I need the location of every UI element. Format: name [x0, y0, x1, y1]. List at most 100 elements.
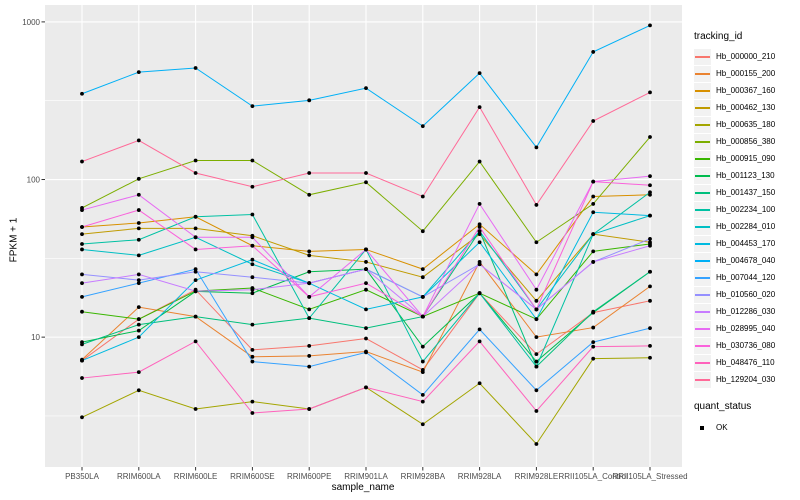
data-point	[307, 253, 312, 258]
data-point	[307, 316, 312, 321]
data-point	[250, 212, 255, 217]
data-point	[250, 275, 255, 280]
legend-status-label: OK	[716, 423, 728, 432]
legend-line-swatch	[695, 310, 710, 313]
data-point	[250, 291, 255, 296]
data-point	[193, 235, 198, 240]
legend-line-swatch	[695, 106, 710, 109]
legend-key	[694, 218, 711, 235]
y-axis-title: FPKM + 1	[8, 217, 20, 263]
data-point	[193, 171, 198, 175]
data-point	[193, 226, 198, 231]
data-point	[250, 411, 255, 415]
data-point	[534, 409, 539, 413]
data-point	[136, 335, 141, 340]
data-point	[477, 262, 482, 267]
black-square-point-icon	[700, 425, 704, 430]
legend-item-label: Hb_010560_020	[716, 290, 776, 299]
legend-item: Hb_028995_040	[694, 320, 775, 337]
legend-series-items: Hb_000000_210 Hb_000155_200 Hb_000367_160 H…	[694, 48, 775, 388]
data-point	[307, 354, 312, 358]
legend-title-quant-status: quant_status	[694, 401, 752, 412]
legend-item: Hb_010560_020	[694, 286, 775, 303]
data-point	[420, 370, 425, 375]
legend-item-label: Hb_000915_090	[716, 154, 776, 163]
legend-item: Hb_000155_200	[694, 65, 775, 82]
data-point	[648, 326, 652, 331]
data-point	[250, 322, 255, 327]
data-point	[648, 190, 652, 195]
data-point	[80, 242, 84, 246]
legend-line-swatch	[695, 225, 710, 228]
data-point	[307, 343, 312, 348]
legend-item-label: Hb_001123_130	[716, 171, 775, 180]
legend-item: Hb_000367_160	[694, 82, 775, 99]
legend-item: Hb_000000_210	[694, 48, 775, 65]
data-point	[193, 214, 198, 219]
y-tick-label: 100	[27, 176, 41, 185]
data-point	[80, 91, 84, 96]
data-point	[80, 232, 84, 237]
data-point	[477, 159, 482, 164]
data-point	[80, 358, 84, 363]
data-point	[136, 192, 141, 197]
data-point	[80, 225, 84, 229]
x-tick-label: RRIM600LE	[174, 472, 218, 481]
data-point	[193, 314, 198, 319]
data-point	[250, 399, 255, 404]
legend-item-label: Hb_007044_120	[716, 273, 776, 282]
data-point	[136, 208, 141, 212]
data-point	[648, 23, 652, 28]
data-point	[420, 267, 425, 272]
data-point	[534, 442, 539, 446]
legend-key	[694, 252, 711, 269]
data-point	[307, 269, 312, 274]
data-point	[591, 249, 596, 254]
data-point	[420, 229, 425, 234]
data-point	[420, 344, 425, 349]
legend-line-swatch	[695, 89, 710, 92]
data-point	[534, 335, 539, 340]
data-point	[534, 317, 539, 322]
data-point	[648, 90, 652, 95]
data-point	[80, 342, 84, 347]
data-point	[364, 247, 368, 252]
x-tick-label: RRIM600SE	[230, 472, 274, 481]
data-point	[648, 174, 652, 179]
legend-key	[694, 99, 711, 116]
legend-line-swatch	[695, 361, 710, 364]
legend-item-label: Hb_000155_200	[716, 69, 776, 78]
legend-item-label: Hb_002234_100	[716, 205, 776, 214]
data-point	[80, 415, 84, 420]
data-point	[250, 359, 255, 364]
data-point	[420, 359, 425, 364]
legend-item: Hb_030736_080	[694, 337, 775, 354]
data-point	[477, 225, 482, 229]
data-point	[307, 192, 312, 197]
legend-item-label: Hb_012286_030	[716, 307, 776, 316]
data-point	[648, 183, 652, 188]
data-point	[364, 350, 368, 355]
legend-item-label: Hb_000367_160	[716, 86, 776, 95]
legend-title-tracking-id: tracking_id	[694, 31, 743, 42]
y-tick-label: 10	[31, 333, 40, 342]
legend-key	[694, 82, 711, 99]
legend-key	[694, 337, 711, 354]
data-point	[193, 278, 198, 283]
legend-key	[694, 201, 711, 218]
data-point	[307, 98, 312, 103]
data-point	[193, 407, 198, 411]
data-point	[80, 376, 84, 380]
data-point	[591, 325, 596, 330]
data-point	[136, 138, 141, 143]
data-point	[364, 307, 368, 312]
data-point	[307, 171, 312, 175]
data-point	[193, 269, 198, 274]
data-point	[534, 352, 539, 357]
legend-key	[694, 303, 711, 320]
legend-line-swatch	[695, 157, 710, 160]
data-point	[534, 240, 539, 245]
data-point	[591, 202, 596, 206]
data-point	[420, 295, 425, 299]
